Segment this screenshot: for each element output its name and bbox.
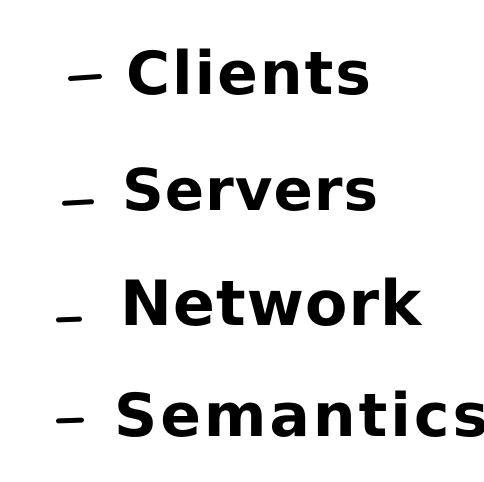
- list-item-text: Semantics: [114, 381, 484, 451]
- list-item-text: Network: [120, 267, 423, 340]
- dash-icon: [67, 73, 103, 82]
- list-item-text: Servers: [122, 156, 379, 224]
- dash-icon: [55, 417, 85, 424]
- list-item-text: Clients: [126, 39, 373, 109]
- dash-icon: [55, 316, 83, 323]
- dash-icon: [61, 199, 95, 206]
